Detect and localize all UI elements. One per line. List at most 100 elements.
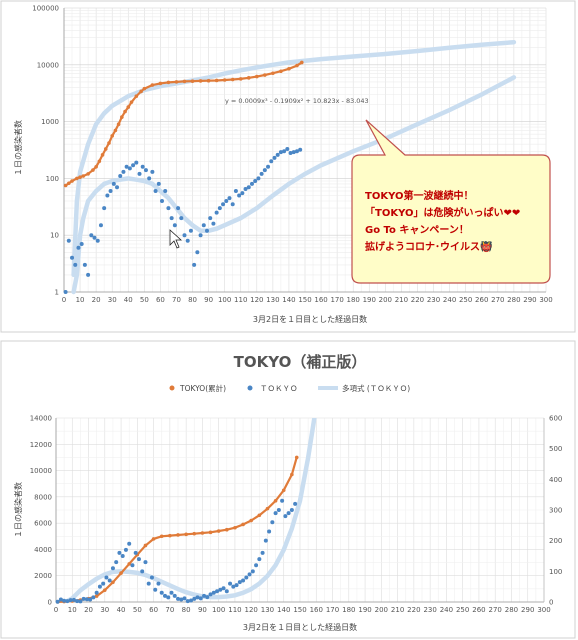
y-tick-label: 100 [46, 175, 59, 183]
x-tick-label: 40 [117, 606, 126, 614]
mouse-cursor-icon [169, 229, 183, 249]
daily-point [188, 228, 193, 233]
daily-point [259, 171, 264, 176]
daily-point [211, 221, 216, 226]
y-tick-label: 6000 [34, 520, 52, 528]
daily-point [143, 168, 148, 173]
daily-point [189, 598, 194, 603]
y-tick-label: 4000 [34, 546, 52, 554]
x-tick-label: 200 [379, 296, 392, 304]
cumulative-point [216, 529, 221, 533]
daily-point [111, 181, 116, 186]
x-tick-label: 180 [347, 296, 360, 304]
cumulative-point [151, 537, 156, 541]
daily-point [104, 575, 109, 580]
daily-point [58, 597, 63, 602]
x-tick-label: 0 [54, 606, 58, 614]
daily-point [192, 596, 197, 601]
trendline [63, 418, 317, 602]
cumulative-point [120, 115, 124, 119]
daily-point [285, 146, 290, 151]
cumulative-point [116, 122, 121, 126]
x-tick-label: 50 [133, 606, 142, 614]
daily-point [169, 590, 174, 595]
daily-point [195, 250, 200, 255]
series-layer [63, 39, 517, 295]
y-tick-label: 10000 [30, 467, 52, 475]
x-tick-label: 230 [427, 296, 440, 304]
y-tick-label: 0 [48, 599, 52, 607]
daily-point [260, 550, 265, 555]
cumulative-point [249, 518, 253, 523]
x-tick-label: 60 [149, 606, 158, 614]
x-tick-label: 160 [314, 296, 327, 304]
daily-point [267, 529, 272, 534]
x-tick-label: 220 [411, 296, 424, 304]
y-tick-label: 10000 [37, 61, 59, 69]
y-axis-title: １日の感染者数 [13, 120, 23, 176]
daily-point [110, 566, 115, 571]
daily-point [120, 554, 125, 558]
cumulative-point [70, 179, 74, 183]
cumulative-point [150, 83, 155, 87]
x-axis-title: 3月2日を１日目とした経過日数 [253, 314, 367, 324]
daily-point [156, 581, 161, 586]
daily-point [172, 593, 177, 598]
daily-point [243, 187, 248, 192]
cumulative-point [190, 79, 195, 83]
x-tick-label: 90 [198, 606, 207, 614]
cumulative-point [257, 513, 262, 518]
x-tick-label: 0 [62, 296, 66, 304]
x-tick-label: 130 [266, 296, 279, 304]
x-tick-label: 120 [245, 606, 258, 614]
cumulative-point [208, 530, 213, 535]
daily-point [234, 583, 239, 588]
daily-point [121, 169, 126, 174]
daily-point [127, 166, 132, 171]
cumulative-point [279, 69, 283, 74]
cumulative-point [238, 77, 243, 81]
daily-point [176, 206, 181, 211]
daily-point [146, 581, 151, 586]
daily-point [237, 193, 242, 198]
x-tick-label: 90 [204, 296, 213, 304]
daily-point [276, 508, 281, 512]
cumulative-point [113, 128, 118, 133]
daily-point [166, 206, 171, 211]
daily-point [254, 563, 259, 568]
daily-point [94, 590, 99, 595]
daily-point [179, 216, 184, 221]
x-tick-label: 30 [100, 606, 109, 614]
daily-point [71, 597, 76, 602]
trendline [71, 39, 517, 278]
x-tick-label: 270 [491, 296, 504, 304]
x-tick-label: 240 [440, 606, 453, 614]
daily-point [176, 596, 180, 601]
daily-point [256, 176, 261, 181]
series-layer [55, 418, 317, 604]
cumulative-point [271, 71, 275, 76]
y-axis-title: １日の感染者数 [13, 482, 23, 538]
cumulative-point [287, 67, 291, 71]
x-tick-label: 20 [92, 296, 101, 304]
y2-tick-label: 100 [549, 568, 562, 576]
y2-tick-label: 500 [549, 445, 562, 453]
daily-point [224, 589, 229, 594]
cumulative-point [134, 94, 139, 99]
daily-point [140, 164, 145, 169]
x-tick-label: 230 [423, 606, 436, 614]
callout-shape [351, 119, 551, 284]
daily-point [201, 223, 206, 228]
daily-point [89, 233, 94, 238]
daily-point [55, 599, 60, 604]
daily-point [78, 599, 83, 604]
legend: TOKYO(累計) ＴＯＫＹＯ 多項式 (ＴＯＫＹＯ) [169, 383, 410, 393]
y-tick-label: 1 [55, 289, 59, 297]
y2-tick-label: 0 [549, 599, 553, 607]
y2-tick-label: 300 [549, 507, 562, 515]
daily-point [131, 163, 136, 168]
x-tick-label: 220 [407, 606, 420, 614]
x-tick-label: 170 [330, 296, 343, 304]
daily-point [241, 578, 246, 583]
daily-point [185, 599, 190, 604]
